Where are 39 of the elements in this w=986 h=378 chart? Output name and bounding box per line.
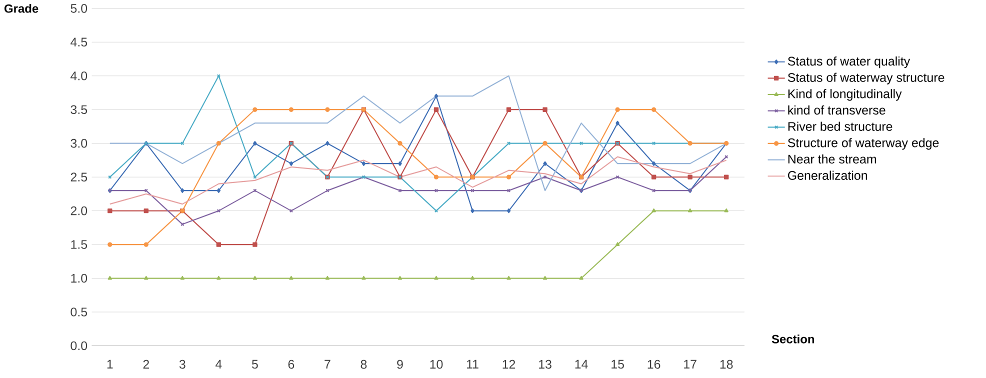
y-tick-label: 1.0 — [71, 274, 88, 283]
y-tick-label: 3.5 — [70, 105, 88, 114]
x-tick-label: 8 — [360, 360, 367, 369]
y-tick-label: 0.0 — [70, 341, 88, 350]
legend-label: River bed structure — [788, 122, 892, 132]
x-tick-label: 5 — [252, 360, 258, 369]
x-tick-label: 2 — [143, 360, 149, 369]
x-tick-label: 17 — [684, 360, 696, 369]
legend-label: Status of waterway structure — [788, 72, 944, 85]
y-tick-label: 5.0 — [70, 4, 88, 13]
x-axis-title: Section — [772, 334, 814, 344]
x-tick-label: 1 — [107, 360, 113, 369]
y-axis-title: Grade — [4, 4, 38, 13]
legend-label: Kind of longitudinally — [788, 89, 902, 101]
x-tick-label: 7 — [324, 360, 330, 369]
x-tick-label: 15 — [612, 360, 624, 369]
y-tick-label: 2.5 — [70, 172, 88, 182]
x-tick-label: 10 — [430, 360, 443, 369]
y-tick-label: 4.0 — [70, 72, 88, 80]
x-tick-label: 18 — [720, 360, 733, 369]
legend-label: Structure of waterway edge — [788, 138, 939, 150]
legend-label: Generalization — [788, 170, 867, 180]
y-tick-label: 0.5 — [70, 308, 88, 317]
x-tick-label: 13 — [539, 360, 552, 369]
x-tick-label: 6 — [288, 360, 294, 369]
y-tick-label: 2.0 — [70, 206, 88, 216]
x-tick-label: 16 — [648, 360, 660, 369]
legend-label: kind of transverse — [788, 106, 886, 115]
y-tick-label: 3.0 — [70, 139, 88, 148]
x-tick-label: 14 — [575, 360, 588, 369]
x-tick-label: 11 — [466, 360, 478, 369]
legend-label: Near the stream — [788, 154, 876, 164]
x-tick-label: 3 — [179, 360, 186, 369]
y-tick-label: 1.5 — [71, 240, 88, 250]
x-tick-label: 12 — [502, 360, 516, 369]
x-tick-label: 4 — [215, 360, 222, 369]
legend-label: Status of water quality — [788, 56, 910, 68]
y-tick-label: 4.5 — [70, 38, 88, 47]
x-tick-label: 9 — [397, 360, 403, 369]
